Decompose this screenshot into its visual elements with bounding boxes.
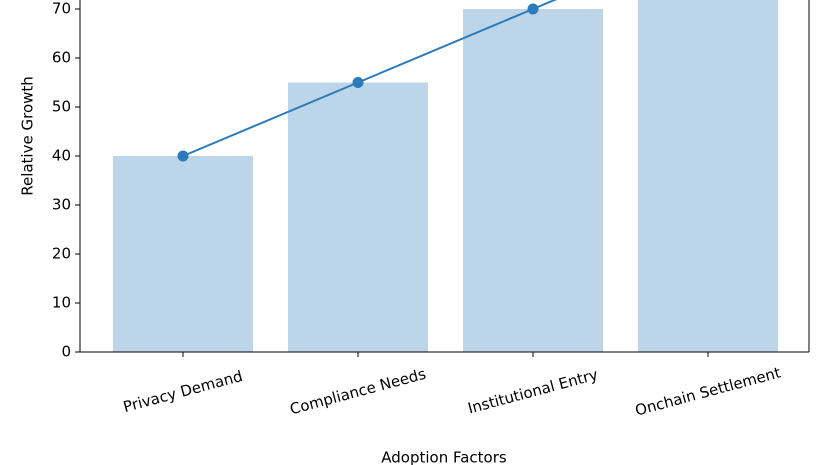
y-tick-label: 20 <box>52 245 71 263</box>
y-tick-label: 60 <box>52 49 71 67</box>
bar <box>463 9 603 352</box>
y-tick-label: 40 <box>52 147 71 165</box>
line-point <box>177 150 189 162</box>
x-axis-label: Adoption Factors <box>381 449 507 465</box>
line <box>182 0 558 157</box>
y-tick-label: 70 <box>52 0 71 18</box>
bar <box>288 82 428 352</box>
y-tick-label: 0 <box>61 343 71 361</box>
bar <box>638 0 778 352</box>
line-point <box>527 3 539 15</box>
x-tick-label: Privacy Demand <box>121 367 244 416</box>
y-axis-label: Relative Growth <box>19 76 37 196</box>
x-tick-label: Compliance Needs <box>288 365 428 419</box>
y-tick-label: 30 <box>52 196 71 214</box>
x-tick-label: Institutional Entry <box>466 365 600 417</box>
y-tick-label: 10 <box>52 294 71 312</box>
x-tick-label: Onchain Settlement <box>633 363 783 419</box>
bar <box>113 156 253 352</box>
line-point <box>352 77 364 88</box>
y-tick-label: 50 <box>52 98 71 116</box>
